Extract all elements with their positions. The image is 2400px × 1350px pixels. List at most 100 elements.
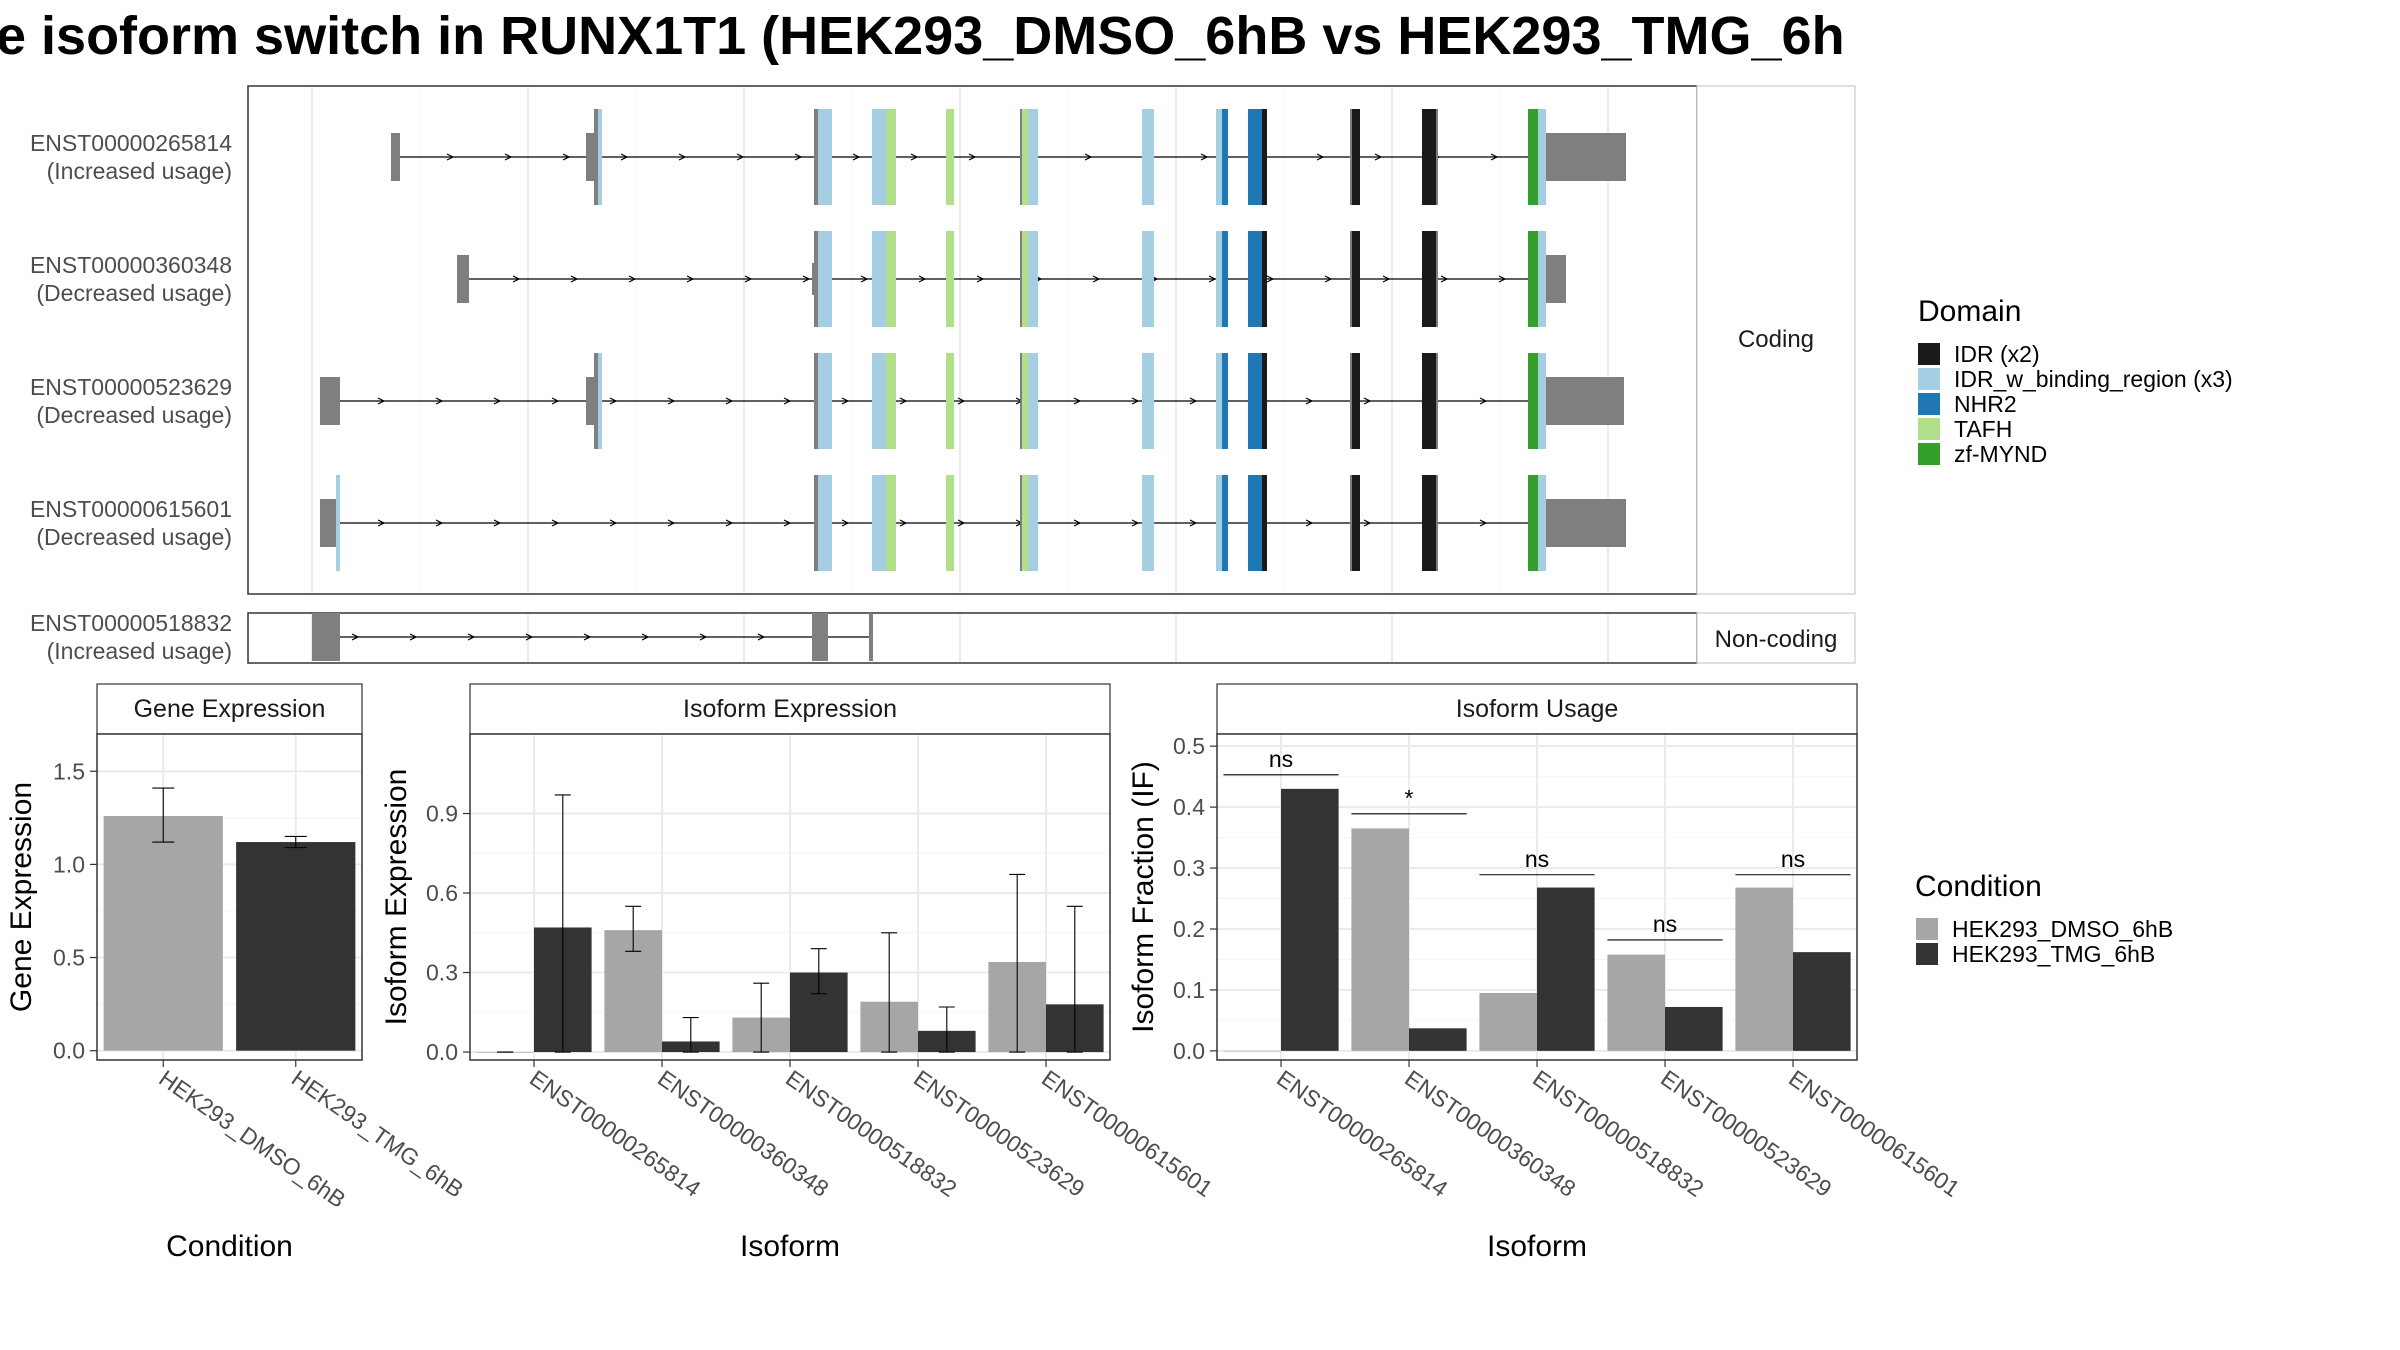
intron-arrow [667,519,676,527]
domain-exon [1528,353,1538,449]
domain-exon [1422,475,1436,571]
intron-arrow [1092,275,1101,283]
intron-arrow [446,153,455,161]
intron-arrow [667,397,676,405]
intron-arrow [512,275,521,283]
domain-exon [1528,475,1538,571]
coding-exon [814,109,818,205]
y-axis-title: Isoform Expression [380,769,413,1026]
utr-exon [586,377,594,425]
noncoding-exon [312,613,340,661]
coding-exon [814,353,818,449]
bar [103,815,223,1051]
intron-arrow [783,397,792,405]
domain-legend-label: NHR2 [1954,391,2017,417]
panel-title: Isoform Expression [683,695,897,723]
intron-arrow [1374,153,1383,161]
intron-arrow [525,633,534,641]
intron-arrow [641,633,650,641]
domain-exon [1248,475,1262,571]
domain-exon [1248,353,1262,449]
y-tick-label: 0.2 [1173,916,1205,942]
domain-exon [886,353,896,449]
utr-exon [586,133,594,181]
domain-exon [1028,231,1038,327]
domain-exon [886,231,896,327]
significance-label: ns [1653,911,1677,937]
domain-exon [1142,109,1154,205]
intron-arrow [628,275,637,283]
intron-arrow [1490,153,1499,161]
domain-exon [1528,109,1538,205]
coding-exon [814,231,818,327]
plot-border [96,733,363,1061]
domain-exon [886,475,896,571]
intron-arrow [910,153,919,161]
significance-label: ns [1525,846,1549,872]
domain-exon [1248,231,1262,327]
utr-exon [1546,377,1624,425]
bar [1607,954,1665,1051]
domain-exon [1422,353,1436,449]
noncoding-exon [812,613,828,661]
domain-exon [872,353,886,449]
y-tick-label: 0.1 [1173,977,1205,1003]
domain-legend-swatch [1918,443,1940,465]
intron-arrow [435,519,444,527]
domain-legend-label: IDR (x2) [1954,341,2040,367]
intron-arrow [918,275,927,283]
intron-arrow [1316,153,1325,161]
transcript-id-label: ENST00000518832 [30,610,232,636]
significance-label: ns [1781,846,1805,872]
domain-exon [1262,353,1267,449]
intron-arrow [409,633,418,641]
domain-legend-label: TAFH [1954,416,2012,442]
domain-exon [872,231,886,327]
bar [1735,887,1793,1051]
panel-title: Gene Expression [134,695,326,723]
intron-arrow [1189,397,1198,405]
transcript-usage-label: (Decreased usage) [36,524,232,550]
noncoding-strip-label: Non-coding [1715,626,1838,653]
y-tick-label: 0.0 [1173,1038,1205,1064]
domain-exon [872,109,886,205]
intron-arrow [504,153,513,161]
domain-exon [1222,475,1228,571]
y-tick-label: 0.0 [53,1038,85,1064]
domain-exon [818,475,832,571]
panel-strip [469,683,1111,735]
panel-title: Isoform Usage [1456,695,1619,723]
domain-exon [1262,231,1267,327]
domain-exon [1022,231,1028,327]
intron-arrow [1440,275,1449,283]
intron-arrow [1324,275,1333,283]
coding-exon [814,475,818,571]
domain-exon [1248,109,1262,205]
domain-exon [1222,231,1228,327]
intron-arrow [570,275,579,283]
intron-arrow [686,275,695,283]
y-axis-title: Gene Expression [5,782,38,1012]
y-tick-label: 1.0 [53,851,85,877]
isoform-expression-chart: Isoform Expression0.00.30.60.9ENST000002… [380,683,1218,1263]
domain-legend-swatch [1918,393,1940,415]
domain-exon [872,475,886,571]
bar [1793,952,1851,1051]
intron-arrow [583,633,592,641]
domain-legend-swatch [1918,418,1940,440]
coding-strip [1696,85,1856,595]
condition-legend-swatch [1916,943,1938,965]
intron-arrow [1305,519,1314,527]
intron-arrow [467,633,476,641]
domain-exon [336,475,340,571]
coding-exon [594,353,600,449]
domain-exon [1222,353,1228,449]
utr-exon [320,377,340,425]
coding-panel-border [247,85,1698,595]
intron-arrow [609,519,618,527]
intron-arrow [493,397,502,405]
y-tick-label: 0.4 [1173,794,1205,820]
intron-arrow [609,397,618,405]
intron-arrow [678,153,687,161]
intron-arrow [351,633,360,641]
